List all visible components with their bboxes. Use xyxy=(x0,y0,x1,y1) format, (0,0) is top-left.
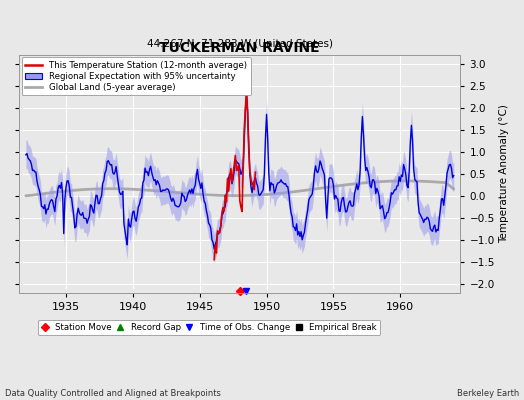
Text: Data Quality Controlled and Aligned at Breakpoints: Data Quality Controlled and Aligned at B… xyxy=(5,389,221,398)
Title: TUCKERMAN RAVINE: TUCKERMAN RAVINE xyxy=(159,41,320,55)
Text: 44.267 N, 71.283 W (United States): 44.267 N, 71.283 W (United States) xyxy=(147,39,333,49)
Text: Berkeley Earth: Berkeley Earth xyxy=(456,389,519,398)
Legend: Station Move, Record Gap, Time of Obs. Change, Empirical Break: Station Move, Record Gap, Time of Obs. C… xyxy=(38,320,380,336)
Y-axis label: Temperature Anomaly (°C): Temperature Anomaly (°C) xyxy=(499,104,509,244)
